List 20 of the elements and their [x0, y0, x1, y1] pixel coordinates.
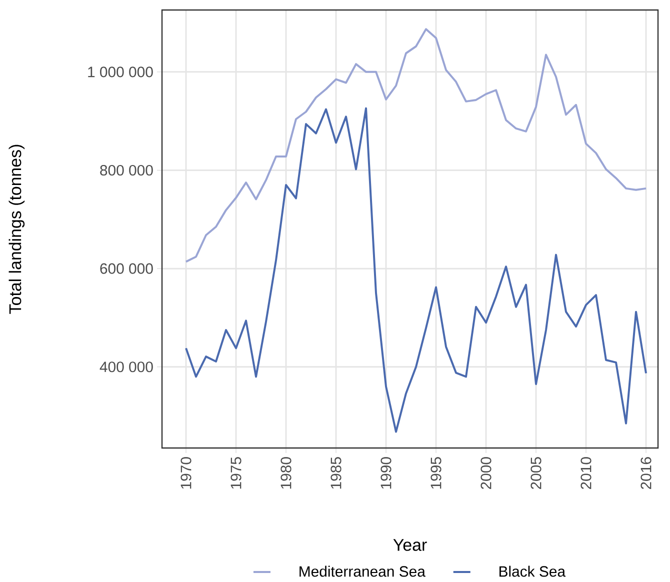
line-series — [185, 28, 648, 263]
x-tick-label: 2016 — [640, 457, 652, 489]
legend-label: Black Sea — [499, 566, 566, 577]
x-tick-label: 1980 — [280, 457, 292, 489]
y-tick-label: 1 000 000 — [88, 66, 153, 78]
x-tick-label: 1990 — [380, 457, 392, 489]
line-series — [185, 107, 648, 433]
x-tick-label: 1995 — [430, 457, 442, 489]
x-axis-title: Year — [393, 539, 427, 551]
x-tick-label: 1975 — [230, 457, 242, 489]
x-tick-label: 2010 — [580, 457, 592, 489]
y-tick-label: 400 000 — [100, 362, 153, 372]
y-tick-label: 800 000 — [100, 164, 153, 176]
x-tick-label: 2005 — [530, 457, 542, 489]
x-tick-label: 2000 — [480, 457, 492, 489]
legend-label: Mediterranean Sea — [300, 566, 426, 577]
x-tick-label: 1970 — [180, 457, 192, 489]
y-tick-label: 600 000 — [100, 263, 153, 274]
y-axis-title: Total landings (tonnes) — [8, 144, 25, 314]
x-tick-label: 1985 — [330, 457, 342, 489]
